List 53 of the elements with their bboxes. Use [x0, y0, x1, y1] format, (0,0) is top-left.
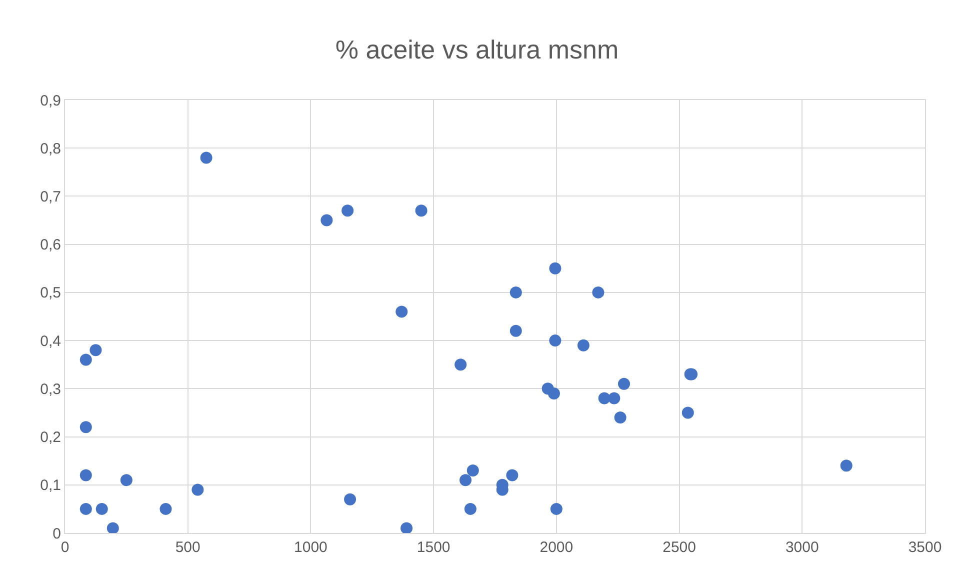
y-tick-label: 0,4 — [40, 332, 61, 350]
point — [80, 421, 92, 434]
x-tick-label: 1000 — [294, 539, 328, 556]
point — [548, 387, 560, 400]
point — [549, 334, 562, 347]
point — [80, 469, 92, 482]
point — [464, 502, 476, 515]
point — [550, 502, 562, 515]
point — [466, 464, 479, 476]
point — [96, 502, 108, 515]
point — [460, 474, 472, 486]
x-tick-label: 2000 — [540, 539, 574, 556]
x-tick-label: 3500 — [908, 539, 942, 556]
y-tick-label: 0,1 — [40, 477, 61, 494]
point — [577, 339, 590, 352]
point — [80, 502, 92, 515]
y-tick-label: 0,8 — [40, 140, 61, 158]
point — [106, 522, 119, 533]
point — [160, 502, 172, 515]
point — [320, 214, 333, 226]
point — [396, 306, 408, 318]
point — [120, 474, 132, 486]
point — [618, 378, 630, 390]
point — [415, 204, 428, 217]
point — [506, 469, 518, 482]
point — [614, 412, 626, 424]
y-tick-label: 0,7 — [40, 188, 61, 206]
point — [840, 460, 852, 472]
point — [80, 354, 92, 366]
x-tick-label: 1500 — [416, 539, 450, 556]
y-tick-label: 0 — [52, 525, 61, 542]
point — [192, 484, 204, 496]
x-tick-label: 500 — [175, 539, 200, 556]
y-tick-label: 0,9 — [40, 92, 61, 110]
y-tick-label: 0,3 — [40, 380, 61, 398]
point — [200, 152, 212, 164]
y-tick-label: 0,5 — [40, 284, 61, 302]
point — [549, 262, 562, 274]
point — [510, 286, 522, 298]
point — [682, 406, 694, 419]
point — [342, 204, 354, 217]
chart-title: % aceite vs altura msnm — [335, 34, 619, 65]
point — [90, 344, 102, 356]
point — [608, 392, 620, 404]
x-tick-label: 2500 — [662, 539, 696, 556]
point — [454, 358, 467, 371]
point — [510, 324, 522, 337]
point — [592, 286, 604, 298]
point — [344, 493, 356, 506]
point — [400, 522, 413, 533]
x-tick-label: 3000 — [785, 539, 819, 556]
y-tick-label: 0,6 — [40, 236, 61, 254]
y-tick-label: 0,2 — [40, 429, 61, 446]
